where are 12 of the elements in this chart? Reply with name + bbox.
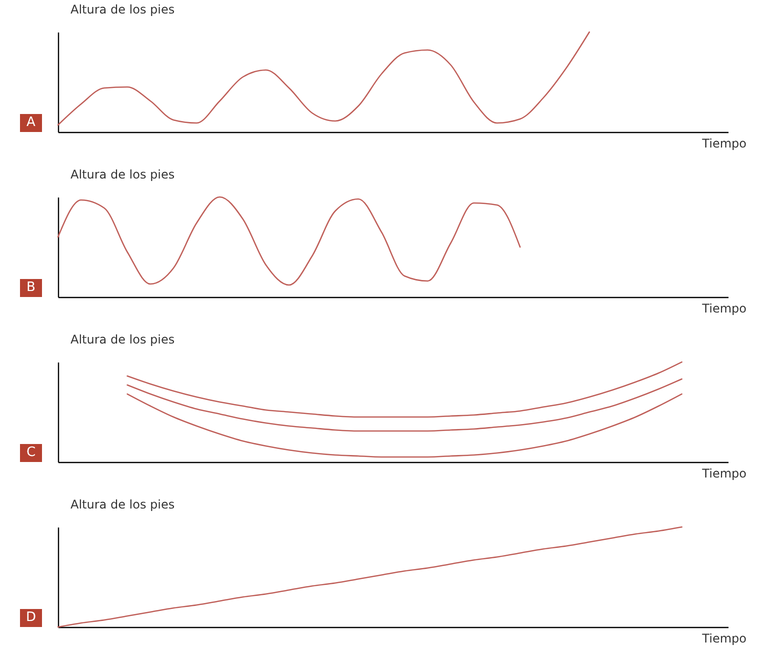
x-axis-title: Tiempo [701, 632, 746, 646]
x-axis-title: Tiempo [701, 466, 746, 480]
x-axis-title: Tiempo [701, 302, 746, 316]
x-axis-title: Tiempo [701, 136, 746, 150]
text: A [20, 114, 42, 132]
y-axis-title: Altura de los pies [70, 168, 175, 182]
text: C [20, 444, 42, 462]
y-axis-title: Altura de los pies [70, 498, 175, 512]
y-axis-title: Altura de los pies [70, 332, 175, 346]
text: D [20, 609, 42, 627]
text: B [20, 279, 42, 297]
y-axis-title: Altura de los pies [70, 2, 175, 16]
